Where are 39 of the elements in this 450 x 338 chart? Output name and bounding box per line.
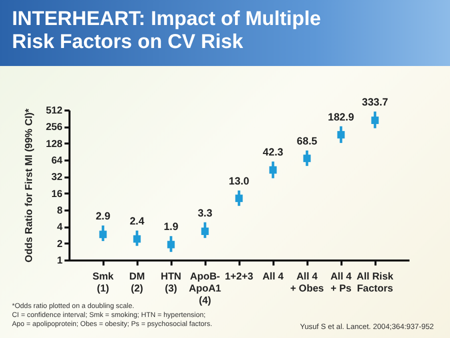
y-tick-label: 1 [56,256,63,266]
data-label: 68.5 [296,136,318,148]
y-tick-label: 256 [46,122,63,134]
y-tick-label: 8 [56,206,63,216]
point [133,235,141,243]
y-tick-label: 2 [56,238,63,250]
x-tick-label: Smk (1) [92,272,114,294]
point [167,240,175,248]
data-label: 1.9 [164,221,178,234]
y-axis-title: Odds Ratio for First MI (99% CI)* [24,108,35,262]
point [371,116,379,124]
y-tick-label: 512 [46,106,63,116]
data-label: 182.9 [328,111,354,124]
point [269,166,277,174]
x-tick-label: HTN (3) [160,272,182,294]
y-tick-label: 4 [56,222,63,234]
y-tick-label: 16 [51,188,63,200]
x-tick-label: All 4 + Obes [290,272,324,294]
x-tick-label: All 4 [262,272,284,282]
point [337,131,345,138]
chart-title: INTERHEART: Impact of Multiple Risk Factors on CV Risk [12,8,322,54]
data-label: 2.9 [96,210,110,222]
point [99,230,107,238]
point [303,154,311,162]
y-tick-label: 64 [51,156,63,166]
x-tick-label: DM (2) [129,272,145,294]
x-tick-label: 1+2+3 [224,272,254,282]
point [235,194,243,202]
x-tick-label: All Risk Factors [356,272,394,294]
data-label: 3.3 [198,207,212,220]
data-label: 42.3 [262,146,284,159]
data-label: 2.4 [130,216,144,228]
data-label: 13.0 [228,176,250,188]
y-tick-label: 128 [46,138,63,150]
point [201,228,209,235]
x-tick-label: ApoB- ApoA1 (4) [188,272,222,306]
x-tick-label: All 4 + Ps [330,272,352,294]
y-tick-label: 32 [51,172,63,184]
data-label: 333.7 [362,96,388,109]
